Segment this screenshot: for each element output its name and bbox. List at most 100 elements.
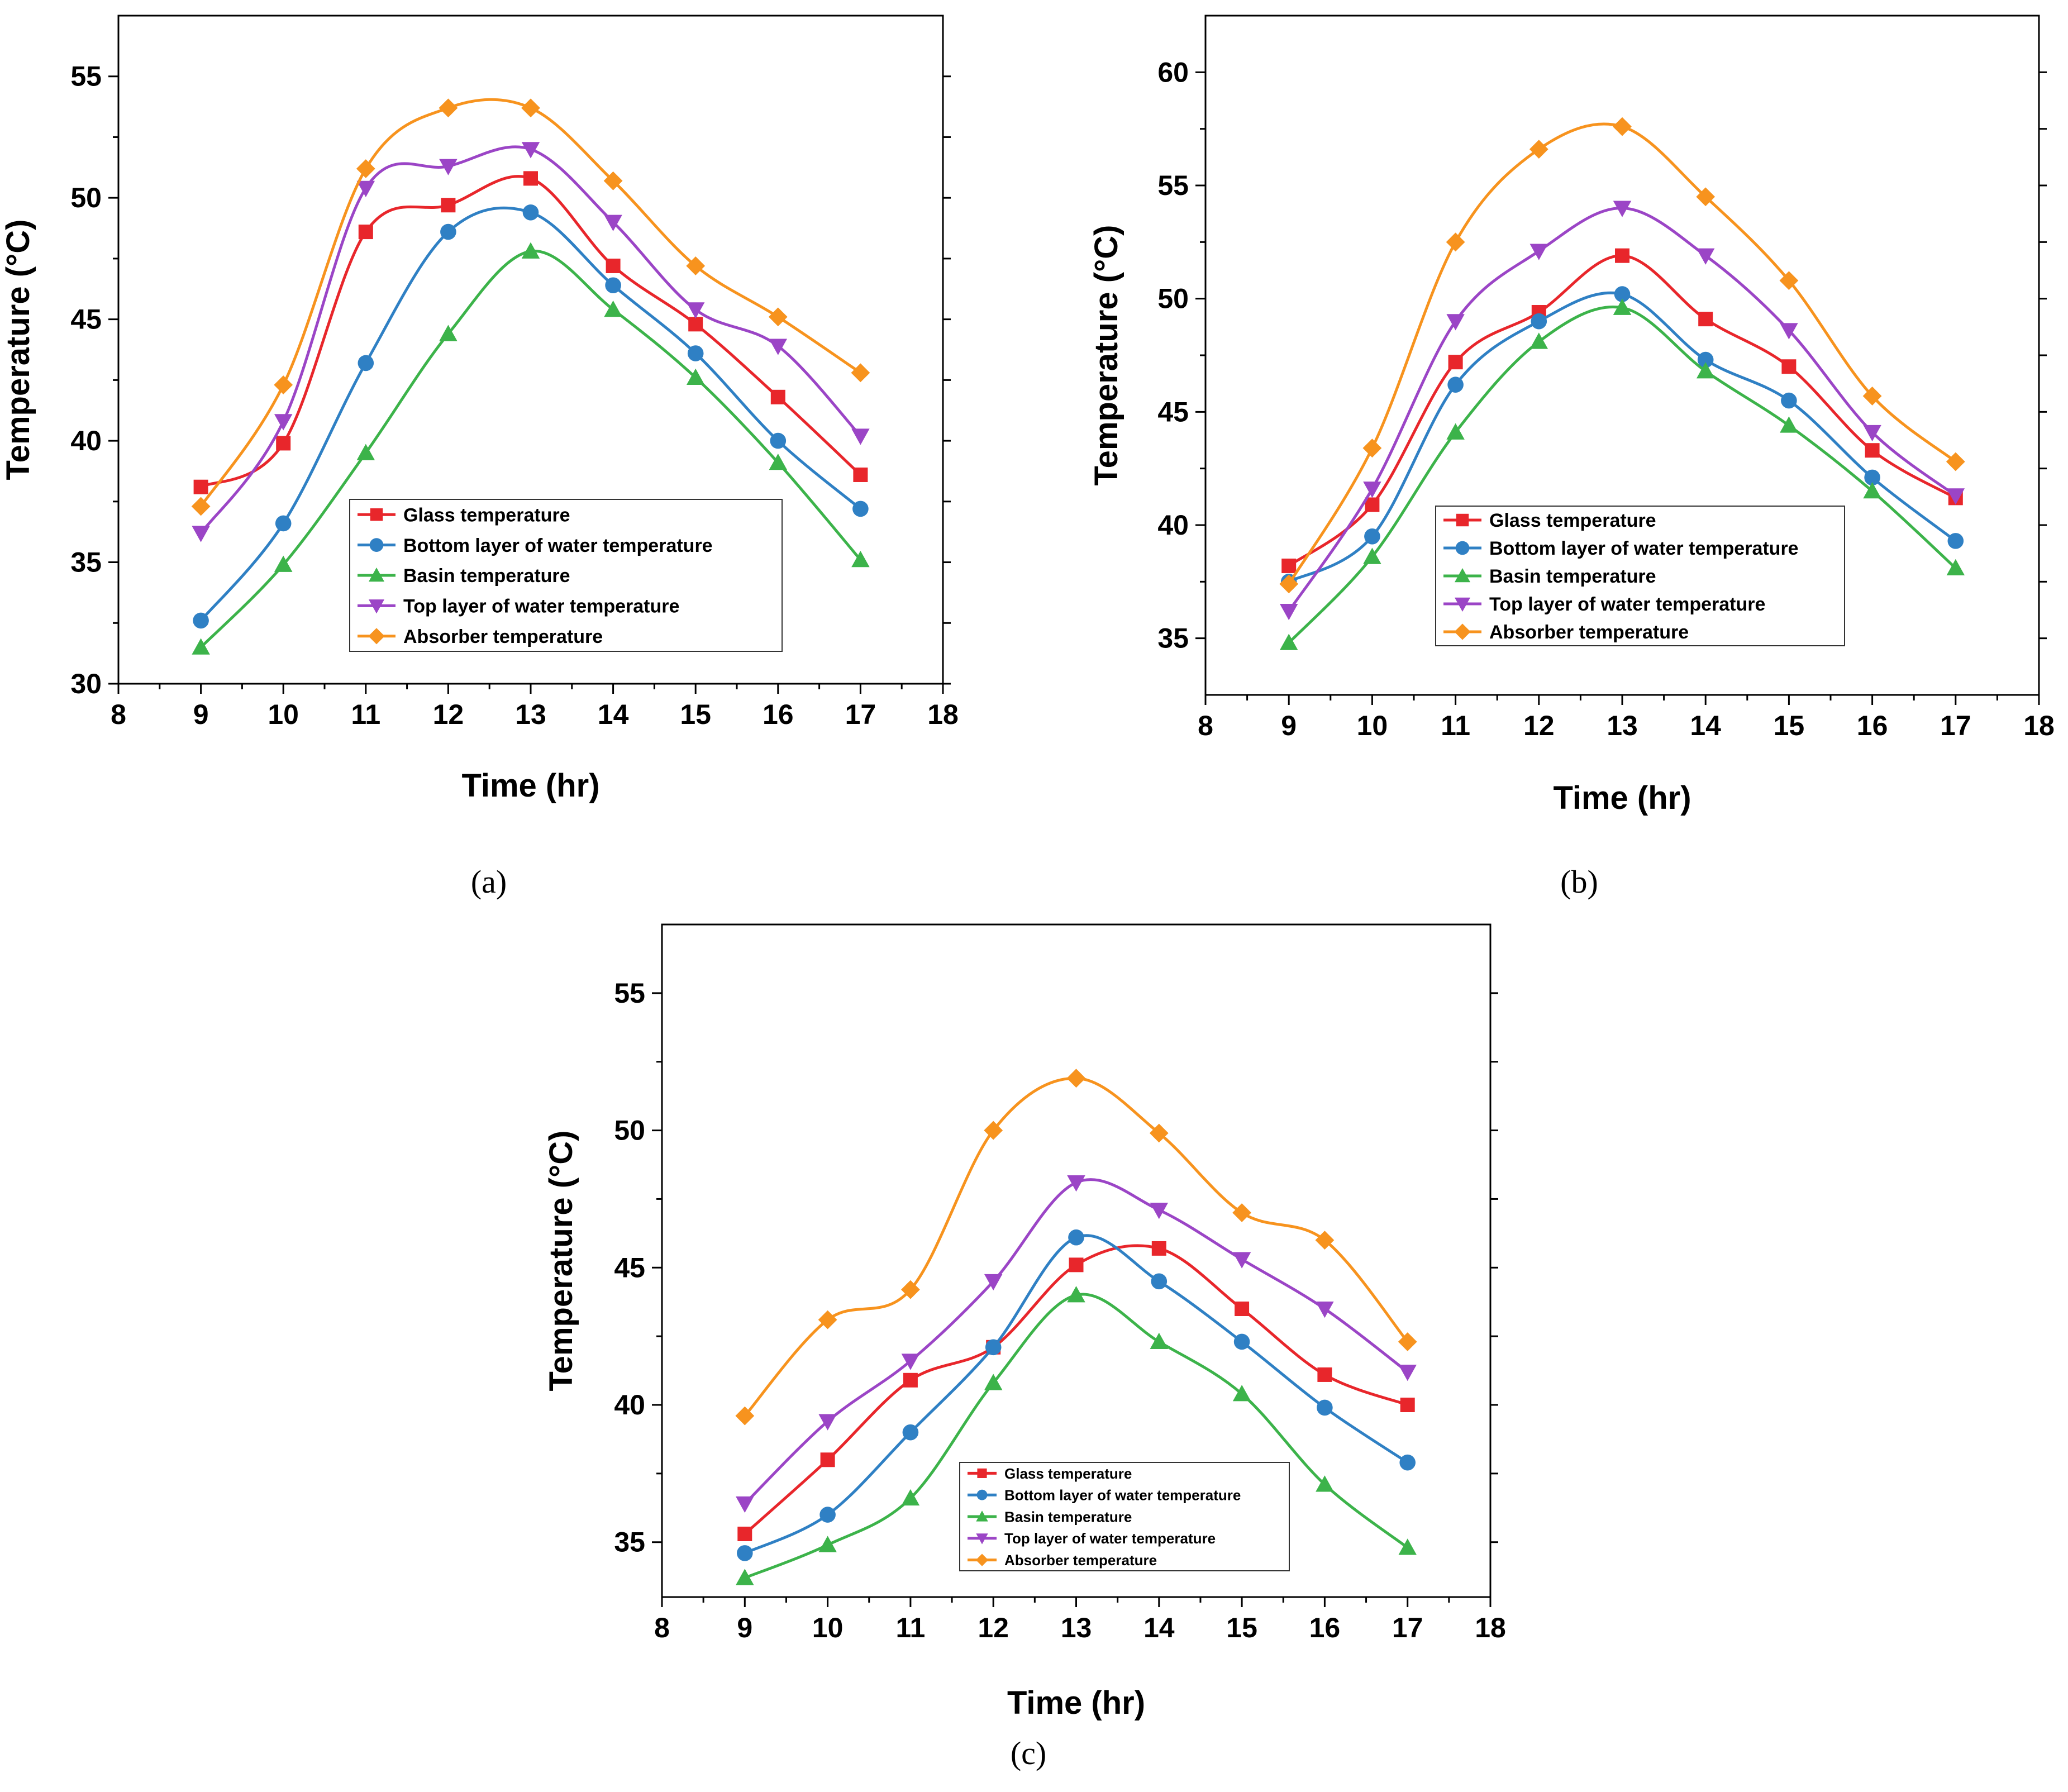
series-1: [737, 1241, 1415, 1541]
x-tick-label: 14: [1690, 710, 1721, 741]
y-tick-label: 55: [70, 61, 102, 92]
data-point: [1399, 1454, 1416, 1471]
legend: Glass temperature Bottom layer of water t…: [1435, 506, 1845, 646]
data-point: [1281, 558, 1297, 573]
x-tick-label: 17: [845, 699, 876, 730]
data-point: [770, 389, 785, 404]
x-tick-label: 11: [895, 1612, 925, 1643]
legend-entry-label: Top layer of water temperature: [403, 596, 679, 617]
data-point: [686, 256, 706, 275]
data-point: [604, 300, 622, 317]
y-tick-label: 60: [1157, 56, 1189, 88]
y-tick-label: 40: [614, 1389, 645, 1421]
data-point: [1780, 323, 1798, 340]
data-point: [1279, 633, 1298, 650]
data-point: [1067, 1286, 1085, 1303]
data-point: [902, 1424, 919, 1441]
data-point: [1398, 1332, 1417, 1351]
data-point: [275, 515, 292, 532]
data-point: [1614, 286, 1631, 302]
legend-marker: [368, 628, 385, 645]
data-point: [1613, 201, 1632, 217]
data-point: [1235, 1302, 1250, 1316]
data-point: [1529, 244, 1548, 260]
series-4: [736, 1175, 1417, 1513]
data-point: [193, 612, 209, 629]
data-point: [1529, 332, 1548, 349]
data-point: [736, 1496, 754, 1513]
data-point: [1779, 271, 1799, 290]
x-tick-label: 8: [1198, 710, 1213, 741]
x-axis-title: Time (hr): [461, 768, 599, 804]
data-point: [818, 1536, 837, 1552]
x-tick-label: 15: [1226, 1612, 1257, 1643]
data-point: [356, 159, 375, 178]
x-axis-title: Time (hr): [1553, 780, 1691, 816]
panel-caption: (a): [471, 864, 507, 900]
data-point: [901, 1489, 920, 1506]
data-point: [853, 467, 868, 482]
data-point: [818, 1414, 837, 1431]
data-point: [439, 159, 458, 175]
legend-entry-label: Basin temperature: [1004, 1508, 1132, 1525]
data-point: [1365, 497, 1380, 512]
data-point: [737, 1545, 753, 1561]
data-point: [1149, 1123, 1169, 1143]
legend-marker: [1454, 623, 1471, 640]
y-tick-label: 30: [70, 668, 102, 699]
panel-caption: (b): [1560, 864, 1598, 900]
data-point: [192, 526, 210, 542]
legend-entry-label: Absorber temperature: [1004, 1552, 1157, 1569]
y-tick-label: 55: [614, 978, 645, 1009]
data-point: [1946, 559, 1965, 576]
data-point: [687, 345, 704, 361]
data-point: [984, 1274, 1003, 1291]
x-tick-label: 12: [1523, 710, 1555, 741]
legend-box: [1435, 506, 1845, 646]
data-point: [1864, 469, 1880, 486]
data-point: [604, 215, 622, 231]
data-point: [1446, 423, 1465, 440]
data-point: [768, 307, 788, 327]
x-tick-label: 9: [737, 1612, 752, 1643]
series-3: [736, 1286, 1417, 1585]
data-point: [1069, 1257, 1084, 1272]
data-point: [1066, 1069, 1086, 1088]
data-point: [1150, 1203, 1169, 1219]
data-point: [852, 501, 869, 517]
data-point: [1279, 574, 1299, 594]
series-line: [744, 1178, 1409, 1505]
x-tick-label: 12: [978, 1612, 1009, 1643]
data-point: [441, 198, 456, 213]
series-line: [199, 206, 861, 622]
series-4: [192, 142, 870, 542]
series-2: [737, 1229, 1416, 1561]
y-tick-label: 35: [1157, 623, 1189, 654]
x-tick-label: 10: [1357, 710, 1388, 741]
data-point: [606, 258, 621, 273]
x-tick-label: 9: [193, 699, 209, 730]
data-point: [1317, 1399, 1333, 1416]
data-point: [356, 180, 375, 198]
data-point: [191, 497, 211, 516]
legend-entry-label: Top layer of water temperature: [1004, 1530, 1216, 1547]
data-point: [984, 1374, 1003, 1390]
data-point: [1862, 387, 1882, 406]
data-point: [1067, 1175, 1085, 1192]
y-tick-label: 50: [70, 182, 102, 213]
panel-caption: (c): [1011, 1735, 1046, 1771]
series-line: [199, 145, 862, 534]
series-2: [193, 204, 869, 629]
legend-entry-label: Basin temperature: [1489, 566, 1656, 587]
x-tick-label: 14: [598, 699, 629, 730]
data-point: [439, 325, 458, 341]
legend-marker: [368, 567, 385, 582]
data-point: [605, 277, 621, 294]
series-3: [192, 242, 870, 655]
legend-marker: [1455, 541, 1470, 555]
data-point: [1232, 1252, 1251, 1269]
chart-panel-2: 8 9 10 11 12 13 14 15 16 17 18 35 40 45 50 55 60 Time (hr…: [1088, 15, 2055, 900]
data-point: [1279, 604, 1298, 621]
data-point: [1946, 488, 1965, 505]
x-tick-label: 13: [1061, 1612, 1092, 1643]
